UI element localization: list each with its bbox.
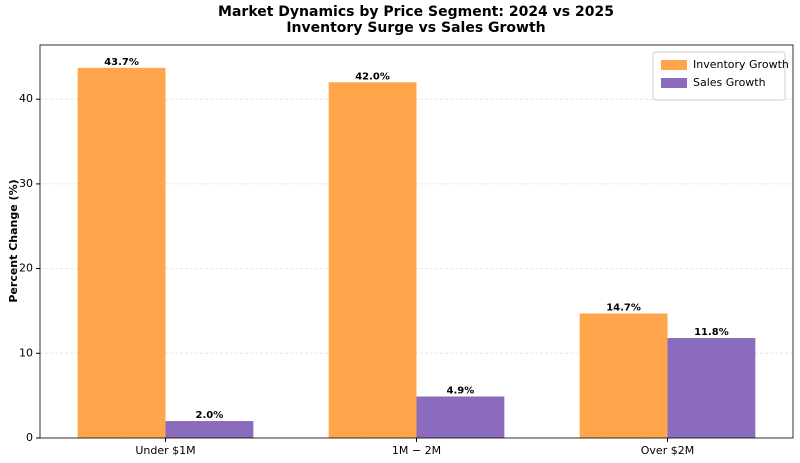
- value-label: 43.7%: [104, 57, 139, 68]
- bar: [579, 313, 668, 438]
- bar: [77, 67, 166, 439]
- value-label: 42.0%: [355, 71, 390, 82]
- bar: [328, 82, 417, 438]
- bar: [165, 421, 254, 438]
- bar: [416, 396, 505, 438]
- y-tick-label: 40: [19, 92, 33, 105]
- legend-swatch: [661, 78, 687, 88]
- x-tick-label: Over $2M: [641, 444, 694, 457]
- y-tick-label: 0: [26, 431, 33, 444]
- legend-label: Sales Growth: [693, 76, 766, 89]
- legend-label: Inventory Growth: [693, 58, 789, 71]
- y-tick-label: 20: [19, 262, 33, 275]
- chart-title: Market Dynamics by Price Segment: 2024 v…: [218, 4, 614, 20]
- y-tick-label: 10: [19, 346, 33, 359]
- chart-subtitle: Inventory Surge vs Sales Growth: [286, 20, 545, 36]
- value-label: 14.7%: [606, 302, 641, 313]
- y-axis-label: Percent Change (%): [7, 179, 20, 302]
- value-label: 2.0%: [196, 410, 224, 421]
- value-label: 4.9%: [447, 385, 475, 396]
- x-tick-label: 1M − 2M: [392, 444, 441, 457]
- bar: [667, 338, 756, 438]
- y-tick-label: 30: [19, 177, 33, 190]
- plot-frame: [39, 44, 794, 439]
- x-tick-label: Under $1M: [135, 444, 195, 457]
- legend-swatch: [661, 60, 687, 70]
- value-label: 11.8%: [694, 327, 729, 338]
